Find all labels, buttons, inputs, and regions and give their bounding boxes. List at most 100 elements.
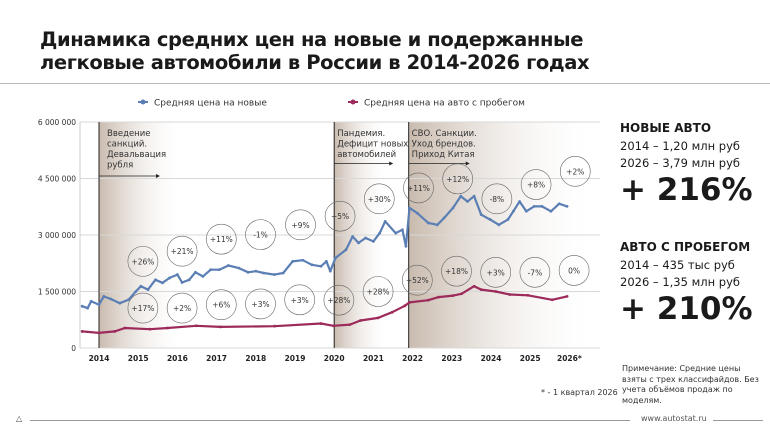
- x-tick-label: 2024: [481, 354, 502, 363]
- legend-used-dot: [350, 99, 356, 105]
- series-new-point: [80, 304, 84, 308]
- new-heading: НОВЫЕ АВТО: [620, 121, 712, 135]
- series-new-point: [281, 271, 285, 275]
- event-arrowhead: [465, 161, 470, 166]
- series-new-line: [81, 195, 568, 310]
- series-new-point: [364, 236, 367, 240]
- annotation-new-label: +2%: [566, 167, 584, 176]
- series-new-point: [176, 273, 179, 276]
- event-label: Пандемия.: [337, 129, 385, 139]
- series-new-point: [524, 209, 528, 213]
- series-new-point: [344, 248, 348, 252]
- series-used-point: [508, 293, 512, 296]
- annotation-used-label: +3%: [487, 268, 505, 277]
- series-used-point: [403, 304, 407, 308]
- x-tick-label: 2019: [285, 354, 306, 363]
- annotation-new-label: -1%: [253, 231, 268, 240]
- x-tick-label: 2016: [167, 354, 188, 363]
- series-used-point: [376, 316, 380, 320]
- annotation-used-label: +2%: [173, 304, 191, 313]
- series-new-point: [333, 256, 337, 260]
- annotation-new-label: +11%: [407, 184, 430, 193]
- event-label: Дефицит новых: [337, 140, 408, 150]
- x-tick-label: 2015: [128, 354, 149, 363]
- used-2014: 2014 – 435 тыс руб: [620, 258, 735, 272]
- series-used-point: [194, 324, 198, 328]
- used-heading: АВТО С ПРОБЕГОМ: [620, 240, 751, 254]
- series-used-line: [82, 285, 568, 334]
- series-used-point: [113, 330, 117, 333]
- annotation-used-label: 0%: [568, 266, 580, 275]
- annotation-new-label: +5%: [331, 212, 349, 221]
- series-used-point: [408, 301, 411, 304]
- x-tick-label: 2017: [206, 354, 227, 363]
- event-label: Уход брендов.: [412, 140, 476, 150]
- title-line-2: легковые автомобили в России в 2014-2026…: [40, 51, 590, 74]
- annotation-new-circle: [127, 246, 159, 277]
- annotation-new-circle: [481, 183, 513, 215]
- series-new-point: [511, 209, 515, 213]
- event-label: рубля: [107, 161, 133, 171]
- series-new-point: [86, 306, 90, 310]
- series-new-point: [497, 223, 501, 227]
- series-new-point: [254, 269, 258, 273]
- series-new-point: [401, 228, 404, 232]
- annotation-new-circle: [166, 235, 198, 267]
- title-line-1: Динамика средних цен на новые и подержан…: [40, 28, 584, 51]
- annotation-used-circle: [480, 256, 512, 288]
- annotation-new-label: +21%: [171, 247, 194, 256]
- x-tick-label: 2021: [363, 354, 384, 363]
- annotation-used-circle: [558, 255, 590, 286]
- legend-used-label: Средняя цена на авто с пробегом: [364, 99, 525, 109]
- series-new-point: [394, 231, 398, 235]
- series-new-point: [328, 269, 332, 273]
- series-new-point: [301, 258, 305, 262]
- series-new-point: [351, 235, 355, 238]
- page-title: Динамика средних цен на новые и подержан…: [40, 28, 590, 74]
- series-new-point: [404, 244, 408, 248]
- series-used-point: [123, 326, 127, 330]
- event-label: СВО. Санкции.: [412, 129, 477, 139]
- note: Примечание: Средние цены взяты с трех кл…: [622, 364, 759, 405]
- series-new-point: [408, 206, 411, 210]
- series-used-point: [166, 326, 170, 330]
- series-new-point: [557, 202, 561, 206]
- series-used-point: [332, 324, 335, 328]
- annotation-new-label: -8%: [490, 195, 505, 204]
- series-new-point: [291, 259, 295, 263]
- event-label: санкций.: [107, 140, 147, 150]
- y-tick-label: 4 500 000: [38, 175, 76, 184]
- annotation-used-circle: [206, 289, 237, 320]
- annotation-new-circle: [245, 219, 276, 250]
- annotation-used-label: +18%: [445, 267, 468, 276]
- annotation-used-label: +3%: [291, 296, 309, 305]
- annotation-new-circle: [285, 209, 316, 241]
- series-used-point: [526, 293, 530, 297]
- series-used-point: [319, 322, 323, 325]
- new-2026: 2026 – 3,79 млн руб: [620, 156, 740, 170]
- annotation-used-circle: [362, 276, 394, 307]
- series-new-point: [319, 264, 323, 268]
- series-new-point: [383, 220, 387, 223]
- series-used-point: [460, 292, 463, 296]
- series-used-point: [494, 290, 498, 293]
- series-new-point: [139, 284, 143, 288]
- series-new-point: [466, 200, 469, 203]
- used-change: + 210%: [620, 291, 753, 327]
- series-new-point: [372, 240, 375, 243]
- footnote: * - 1 квартал 2026: [541, 388, 618, 397]
- series-new-point: [472, 194, 476, 198]
- series-used-point: [451, 294, 455, 298]
- logo-triangle-icon: △: [16, 414, 23, 423]
- series-new-point: [97, 303, 101, 307]
- annotation-new-circle: [442, 163, 473, 195]
- event-label: Введение: [107, 129, 151, 139]
- annotation-used-label: +52%: [406, 276, 429, 285]
- series-used-point: [359, 319, 362, 322]
- series-new-point: [273, 273, 277, 276]
- legend-new-dot: [140, 99, 146, 105]
- annotation-used-label: +3%: [251, 300, 269, 309]
- site-url[interactable]: www.autostat.ru: [641, 414, 707, 423]
- used-cars-panel: АВТО С ПРОБЕГОМ 2014 – 435 тыс руб 2026 …: [620, 240, 753, 327]
- series-used-point: [437, 295, 440, 299]
